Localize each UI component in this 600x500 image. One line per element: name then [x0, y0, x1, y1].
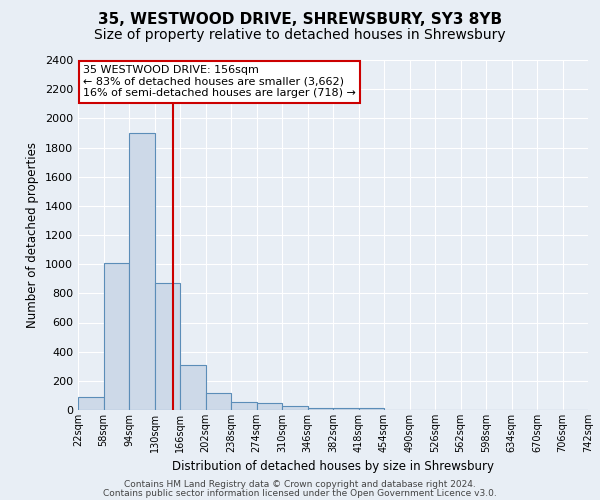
Bar: [155, 283, 180, 410]
Bar: [282, 406, 308, 410]
Y-axis label: Number of detached properties: Number of detached properties: [26, 142, 40, 328]
Bar: [231, 402, 257, 410]
Bar: [205, 392, 231, 410]
X-axis label: Distribution of detached houses by size in Shrewsbury: Distribution of detached houses by size …: [172, 460, 494, 473]
Bar: [359, 408, 384, 410]
Bar: [78, 397, 104, 410]
Bar: [180, 365, 205, 410]
Text: 35 WESTWOOD DRIVE: 156sqm
← 83% of detached houses are smaller (3,662)
16% of se: 35 WESTWOOD DRIVE: 156sqm ← 83% of detac…: [83, 66, 356, 98]
Bar: [129, 133, 155, 410]
Bar: [104, 262, 129, 410]
Text: 35, WESTWOOD DRIVE, SHREWSBURY, SY3 8YB: 35, WESTWOOD DRIVE, SHREWSBURY, SY3 8YB: [98, 12, 502, 28]
Bar: [308, 408, 333, 410]
Text: Contains HM Land Registry data © Crown copyright and database right 2024.: Contains HM Land Registry data © Crown c…: [124, 480, 476, 489]
Bar: [333, 408, 359, 410]
Bar: [257, 404, 282, 410]
Text: Contains public sector information licensed under the Open Government Licence v3: Contains public sector information licen…: [103, 489, 497, 498]
Text: Size of property relative to detached houses in Shrewsbury: Size of property relative to detached ho…: [94, 28, 506, 42]
